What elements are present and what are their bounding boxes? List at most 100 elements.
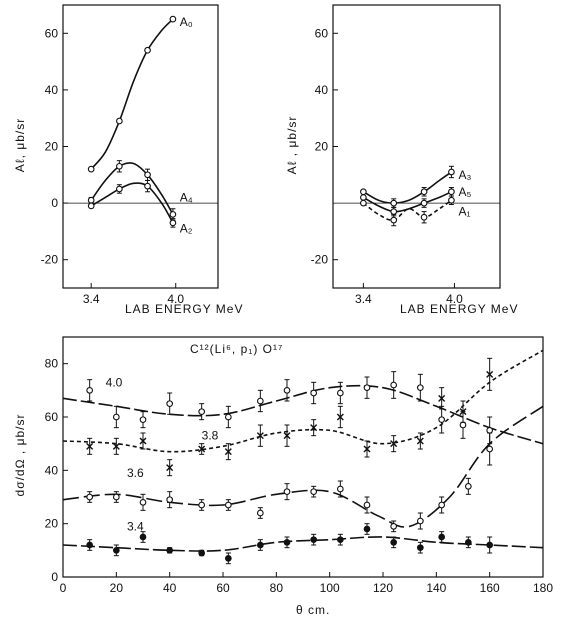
series-label: A₄ — [180, 190, 193, 204]
data-point — [169, 15, 177, 23]
x-tick-label: 40 — [163, 581, 177, 595]
series-curve — [90, 162, 174, 215]
series-label: A₀ — [180, 15, 193, 29]
data-point — [363, 525, 371, 533]
data-point — [390, 538, 398, 546]
data-point — [363, 384, 371, 392]
data-point — [448, 188, 455, 196]
y-tick-label: 0 — [51, 196, 58, 210]
x-tick-label: 4.0 — [167, 292, 184, 306]
x-axis-label: LAB ENERGY MeV — [125, 302, 243, 316]
data-point — [139, 498, 147, 506]
series-1: A₀ — [87, 15, 193, 173]
data-point — [486, 426, 494, 434]
series-curve — [62, 536, 544, 552]
data-point — [438, 416, 446, 424]
data-point — [198, 549, 206, 557]
data-point — [464, 482, 472, 490]
series-label: A₃ — [458, 168, 471, 182]
data-point — [336, 389, 344, 397]
data-point — [360, 199, 367, 207]
data-point — [87, 196, 95, 204]
series-curve — [90, 182, 174, 224]
panel-bottom: 0 20 40 60 80 100 120 140 160 180 80 60 40 20 0 θ cm. dσ… — [13, 336, 553, 617]
x-tick-label: 3.4 — [83, 292, 100, 306]
y-tick-label: 60 — [45, 410, 59, 424]
data-point — [416, 437, 424, 445]
data-point — [166, 496, 174, 504]
data-point — [112, 493, 120, 501]
data-point — [86, 442, 94, 450]
data-point — [256, 509, 264, 517]
x-axis-label: LAB ENERGY MeV — [400, 302, 518, 316]
series-4: 3.4 — [62, 519, 544, 565]
data-point — [464, 538, 472, 546]
data-point — [420, 188, 428, 196]
x-tick-label: 120 — [373, 581, 393, 595]
series-3: A₁ — [360, 195, 471, 227]
data-point — [390, 216, 398, 224]
data-point — [416, 517, 424, 525]
x-tick-label: 60 — [216, 581, 230, 595]
y-tick-label: 20 — [45, 140, 59, 154]
data-point — [224, 448, 232, 456]
series-3: 3.6 — [62, 405, 544, 533]
data-point — [438, 501, 446, 509]
series-label: 3.4 — [127, 519, 144, 533]
y-tick-label: -20 — [311, 253, 329, 267]
data-point — [390, 440, 398, 448]
y-tick-label: 40 — [45, 83, 59, 97]
data-point — [360, 188, 367, 196]
data-point — [486, 370, 494, 378]
y-tick-label: 20 — [45, 517, 59, 531]
data-point — [116, 162, 123, 170]
series-label: 3.6 — [127, 466, 144, 480]
panel-top-right: 3.4 4.0 60 40 20 -20 LAB ENERGY MeV Aℓ , μb/sr A… — [285, 4, 518, 316]
data-point — [86, 541, 94, 549]
y-tick-label: 80 — [45, 357, 59, 371]
plot-frame — [62, 336, 544, 578]
data-point — [169, 211, 177, 218]
x-tick-label: 140 — [426, 581, 446, 595]
data-point — [198, 501, 206, 509]
data-point — [144, 171, 151, 179]
x-tick-label: 20 — [110, 581, 124, 595]
data-point — [86, 386, 94, 394]
data-point — [390, 199, 398, 207]
data-point — [336, 485, 344, 493]
series-3: A₂ — [87, 179, 193, 236]
series-2: 3.8 — [62, 349, 544, 477]
data-point — [256, 541, 264, 549]
data-point — [87, 202, 95, 210]
data-point — [139, 437, 147, 445]
data-point — [310, 389, 318, 397]
series-curve — [362, 171, 452, 204]
series-label: A₂ — [180, 222, 193, 236]
data-point — [416, 544, 424, 552]
data-point — [224, 501, 232, 509]
data-point — [112, 546, 120, 554]
x-tick-label: 80 — [270, 581, 284, 595]
data-point — [310, 424, 318, 432]
series-2: A₄ — [87, 160, 193, 221]
data-point — [166, 400, 174, 408]
series-curve — [62, 384, 544, 445]
data-point — [86, 493, 94, 501]
y-axis-label: Aℓ , μb/sr — [285, 116, 299, 175]
x-tick-label: 180 — [533, 581, 553, 595]
data-point — [112, 413, 120, 421]
y-tick-label: 20 — [315, 140, 329, 154]
x-tick-label: 4.0 — [446, 292, 463, 306]
x-axis-label: θ cm. — [296, 603, 330, 617]
series-label: A₁ — [458, 205, 470, 219]
data-point — [144, 46, 151, 54]
data-point — [283, 488, 291, 496]
y-axis-label: Aℓ, μb/sr — [13, 118, 27, 172]
data-point — [166, 464, 174, 472]
data-point — [360, 194, 367, 201]
series-curve — [62, 349, 544, 453]
data-point — [139, 416, 147, 424]
data-point — [224, 554, 232, 562]
y-tick-label: 40 — [315, 83, 329, 97]
